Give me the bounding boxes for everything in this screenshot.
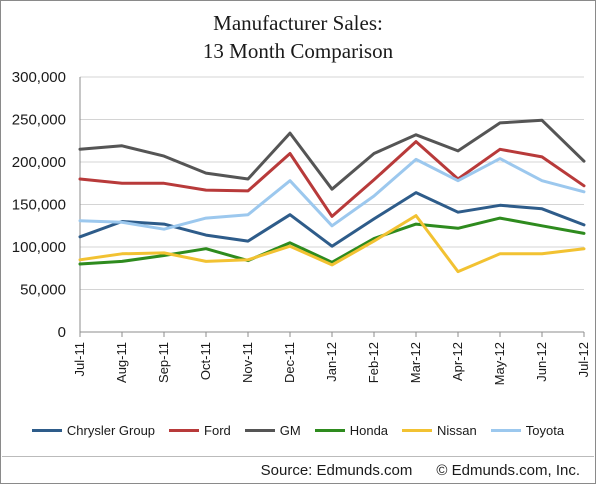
- legend-label: Honda: [349, 423, 389, 438]
- chart-title-line-1: Manufacturer Sales:: [213, 11, 383, 35]
- x-tick-label: Oct-11: [198, 342, 213, 380]
- y-tick-label: 200,000: [12, 154, 66, 171]
- legend-label: Ford: [204, 423, 231, 438]
- chart-legend: Chrysler Group Ford GM Honda Nissan Toyota: [1, 423, 595, 438]
- x-tick-label: Dec-11: [282, 342, 297, 383]
- y-tick-label: 250,000: [12, 112, 66, 129]
- series-line-nissan: [78, 214, 586, 274]
- legend-swatch: [490, 429, 521, 432]
- y-tick-label: 100,000: [12, 239, 66, 256]
- y-tick-label: 50,000: [20, 282, 66, 299]
- x-tick-label: May-12: [492, 342, 507, 385]
- series-line-ford: [78, 140, 586, 218]
- legend-swatch: [244, 429, 275, 432]
- legend-swatch: [31, 429, 62, 432]
- series-line-chrysler-group: [78, 191, 586, 248]
- line-chart-plot: 0 50,000 100,000 150,000 200,000 250,000 300,0…: [12, 69, 591, 385]
- y-tick-label: 150,000: [12, 197, 66, 214]
- legend-item-nissan: Nissan: [402, 423, 477, 438]
- y-tick-label: 300,000: [12, 69, 66, 86]
- series-line-gm: [78, 118, 586, 191]
- legend-item-ford: Ford: [169, 423, 231, 438]
- legend-label: Nissan: [437, 423, 477, 438]
- x-tick-label: Apr-12: [450, 342, 465, 381]
- source-text: Source: Edmunds.com: [260, 462, 413, 479]
- x-tick-label: Jun-12: [534, 342, 549, 382]
- legend-label: GM: [279, 423, 301, 438]
- series-line-honda: [78, 216, 586, 266]
- x-tick-label: Jul-11: [72, 342, 87, 376]
- legend-item-toyota: Toyota: [490, 423, 565, 438]
- x-tick-label: Mar-12: [408, 342, 423, 383]
- legend-swatch: [314, 429, 345, 432]
- x-tick-label: Feb-12: [366, 342, 381, 383]
- legend-swatch: [402, 429, 433, 432]
- copyright-text: © Edmunds.com, Inc.: [436, 462, 580, 479]
- x-tick-label: Nov-11: [240, 342, 255, 383]
- x-tick-label: Jul-12: [576, 342, 591, 377]
- x-tick-label: Sep-11: [156, 342, 171, 383]
- chart-title-line-2: 13 Month Comparison: [202, 39, 394, 63]
- x-tick-label: Aug-11: [114, 342, 129, 383]
- y-tick-label: 0: [58, 324, 66, 341]
- series-line-toyota: [78, 157, 586, 231]
- legend-item-chrysler-group: Chrysler Group: [31, 423, 156, 438]
- x-tick-label: Jan-12: [324, 342, 339, 382]
- legend-item-honda: Honda: [314, 423, 389, 438]
- legend-item-gm: GM: [244, 423, 301, 438]
- legend-label: Toyota: [525, 423, 565, 438]
- legend-label: Chrysler Group: [66, 423, 156, 438]
- chart-footer: Source: Edmunds.com © Edmunds.com, Inc.: [2, 456, 594, 484]
- legend-swatch: [169, 429, 200, 432]
